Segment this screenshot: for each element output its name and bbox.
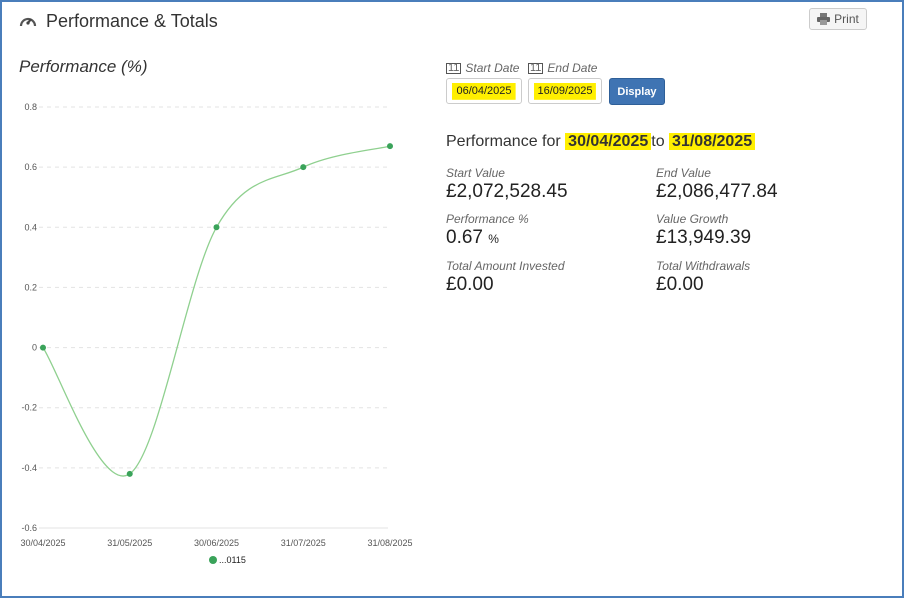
print-label: Print — [834, 12, 859, 26]
x-tick-label: 31/05/2025 — [107, 538, 152, 548]
y-tick-label: 0.8 — [24, 102, 37, 112]
end-date-label: 11 End Date — [528, 61, 597, 75]
stat-performance: Performance % 0.67 % — [446, 212, 529, 249]
end-date-input[interactable]: 16/09/2025 — [528, 78, 602, 104]
chart-title: Performance (%) — [19, 57, 148, 76]
printer-icon — [817, 13, 831, 25]
stat-value: £2,072,528.45 — [446, 181, 568, 202]
performance-chart: 0.8 0.6 0.4 0.2 0 -0.2 -0.4 -0.6 30/04/2025 31/05… — [20, 102, 412, 565]
data-point — [213, 224, 220, 231]
stat-value-growth: Value Growth £13,949.39 — [656, 212, 751, 249]
stat-unit: % — [488, 232, 499, 246]
x-tick-label: 31/07/2025 — [281, 538, 326, 548]
period-to-word: to — [651, 133, 665, 150]
y-tick-label: 0.4 — [24, 222, 37, 232]
legend-label: ...0115 — [219, 555, 246, 565]
legend-marker — [209, 556, 217, 564]
print-button[interactable]: Print — [809, 8, 867, 30]
period-from: 30/04/2025 — [565, 133, 652, 150]
period-to: 31/08/2025 — [669, 133, 756, 150]
period-prefix: Performance for — [446, 133, 561, 150]
series-line — [42, 145, 391, 477]
x-tick-label: 30/04/2025 — [20, 538, 65, 548]
calendar-icon: 11 — [446, 61, 462, 74]
y-tick-label: 0.6 — [24, 162, 37, 172]
stat-label: Total Withdrawals — [656, 259, 751, 273]
stat-value: £13,949.39 — [656, 227, 752, 248]
stat-label: Total Amount Invested — [446, 259, 565, 273]
x-tick-label: 31/08/2025 — [367, 538, 412, 548]
display-button[interactable]: Display — [609, 78, 665, 105]
data-point — [300, 164, 307, 171]
stat-value: 0.67 — [446, 227, 483, 248]
start-date-label-text: Start Date — [465, 61, 520, 75]
stat-start-value: Start Value £2,072,528.45 — [446, 166, 568, 203]
y-tick-label: -0.2 — [21, 403, 37, 413]
panel-title: Performance & Totals — [46, 11, 218, 31]
start-date-input[interactable]: 06/04/2025 — [446, 78, 522, 104]
y-tick-label: -0.4 — [21, 463, 37, 473]
panel-header: Performance & Totals — [18, 11, 218, 32]
x-tick-label: 30/06/2025 — [194, 538, 239, 548]
calendar-icon: 11 — [528, 61, 544, 74]
gauge-icon — [19, 17, 37, 26]
stat-label: Value Growth — [656, 212, 729, 226]
stat-label: Start Value — [446, 166, 505, 180]
start-date-label: 11 Start Date — [446, 61, 519, 75]
stat-value: £2,086,477.84 — [656, 181, 778, 202]
y-tick-label: -0.6 — [21, 523, 37, 533]
data-point — [40, 344, 46, 351]
end-date-label-text: End Date — [547, 61, 598, 75]
stat-total-invested: Total Amount Invested £0.00 — [446, 259, 565, 296]
stat-value: £0.00 — [656, 274, 704, 295]
data-point — [126, 470, 133, 477]
stat-value: £0.00 — [446, 274, 494, 295]
y-tick-label: 0 — [32, 343, 37, 353]
performance-period: Performance for 30/04/2025 to 31/08/2025 — [446, 133, 756, 151]
y-tick-label: 0.2 — [24, 282, 37, 292]
stat-total-withdrawals: Total Withdrawals £0.00 — [656, 259, 750, 296]
stat-label: Performance % — [446, 212, 529, 226]
stat-label: End Value — [656, 166, 711, 180]
stat-end-value: End Value £2,086,477.84 — [656, 166, 778, 203]
data-point — [387, 143, 393, 150]
